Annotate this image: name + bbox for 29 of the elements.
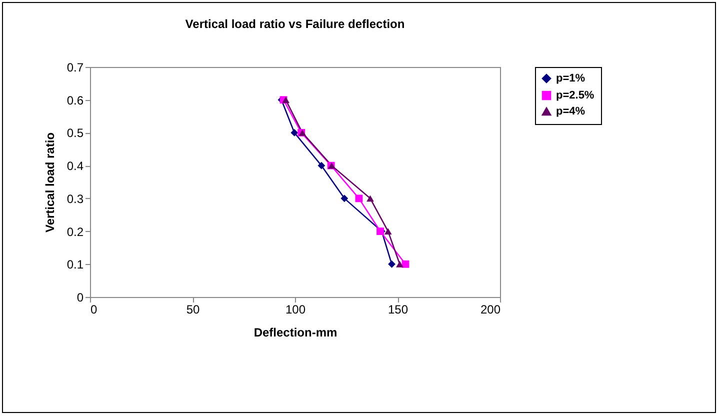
point — [282, 96, 290, 104]
point — [318, 162, 326, 170]
y-axis-title: Vertical load ratio — [42, 132, 57, 233]
point — [355, 194, 363, 202]
x-tick-label: 150 — [388, 302, 408, 316]
point — [366, 195, 374, 202]
x-tick-label: 200 — [480, 302, 501, 316]
y-tick-label: 0.7 — [66, 60, 84, 74]
point — [384, 228, 392, 234]
point — [290, 129, 298, 136]
x-tick-label: 50 — [186, 302, 200, 316]
y-tick-label: 0.1 — [66, 258, 84, 272]
legend-label: p=1% — [556, 72, 586, 84]
legend-label: p=4% — [556, 106, 586, 118]
y-tick-label: 0.6 — [66, 93, 84, 108]
chart-title: Vertical load ratio vs Failure deflection — [185, 17, 405, 31]
point — [402, 260, 410, 268]
point — [340, 194, 348, 202]
point — [396, 260, 404, 268]
x-tick-label: 0 — [90, 302, 98, 316]
y-tick-label: 0.5 — [66, 126, 84, 140]
legend-label: p=2.5% — [556, 90, 594, 102]
y-tick-label: 0.2 — [66, 224, 84, 239]
point — [388, 260, 396, 268]
x-axis-title: Deflection-mm — [254, 326, 338, 340]
y-tick-label: 0 — [76, 290, 84, 304]
y-tick-label: 0.4 — [66, 159, 84, 174]
y-tick-label: 0.3 — [66, 192, 84, 206]
x-tick-label: 100 — [285, 302, 306, 316]
